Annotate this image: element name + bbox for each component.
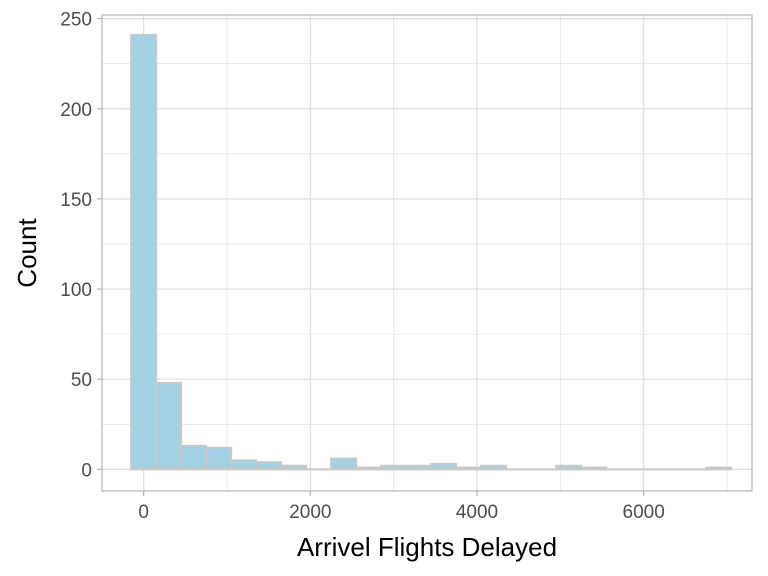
x-tick-label: 4000: [456, 502, 498, 523]
histogram-bar: [180, 444, 208, 471]
y-axis: 0 50 100 150 200 250: [60, 10, 102, 481]
histogram-bar: [280, 464, 308, 471]
x-axis-title: Arrivel Flights Delayed: [297, 532, 557, 562]
histogram-bar: [580, 466, 608, 471]
y-tick-label: 50: [71, 370, 92, 391]
histogram-bar: [355, 466, 383, 471]
y-tick-label: 200: [60, 100, 92, 121]
histogram-bar: [380, 464, 408, 471]
histogram-bar: [330, 457, 358, 471]
histogram-bar: [555, 464, 583, 471]
x-axis: 0 2000 4000 6000: [138, 491, 665, 523]
histogram-bar: [255, 461, 283, 471]
histogram-bar: [455, 466, 483, 471]
histogram-bar: [705, 466, 733, 471]
histogram-bar: [205, 446, 233, 471]
grid-lines: [102, 15, 752, 491]
histogram-bar: [155, 381, 183, 471]
histogram-bars: [130, 33, 733, 471]
x-tick-label: 2000: [289, 502, 331, 523]
y-tick-label: 0: [81, 460, 92, 481]
histogram-bar: [480, 464, 508, 471]
y-axis-title: Count: [12, 218, 42, 288]
x-tick-label: 0: [138, 502, 149, 523]
histogram-bar: [230, 459, 258, 471]
histogram-bar: [430, 462, 458, 471]
panel-border: [101, 14, 753, 492]
x-tick-label: 6000: [623, 502, 665, 523]
y-tick-label: 100: [60, 280, 92, 301]
histogram-bar: [405, 464, 433, 471]
histogram-bar: [130, 33, 158, 471]
y-tick-label: 150: [60, 190, 92, 211]
y-tick-label: 250: [60, 10, 92, 31]
